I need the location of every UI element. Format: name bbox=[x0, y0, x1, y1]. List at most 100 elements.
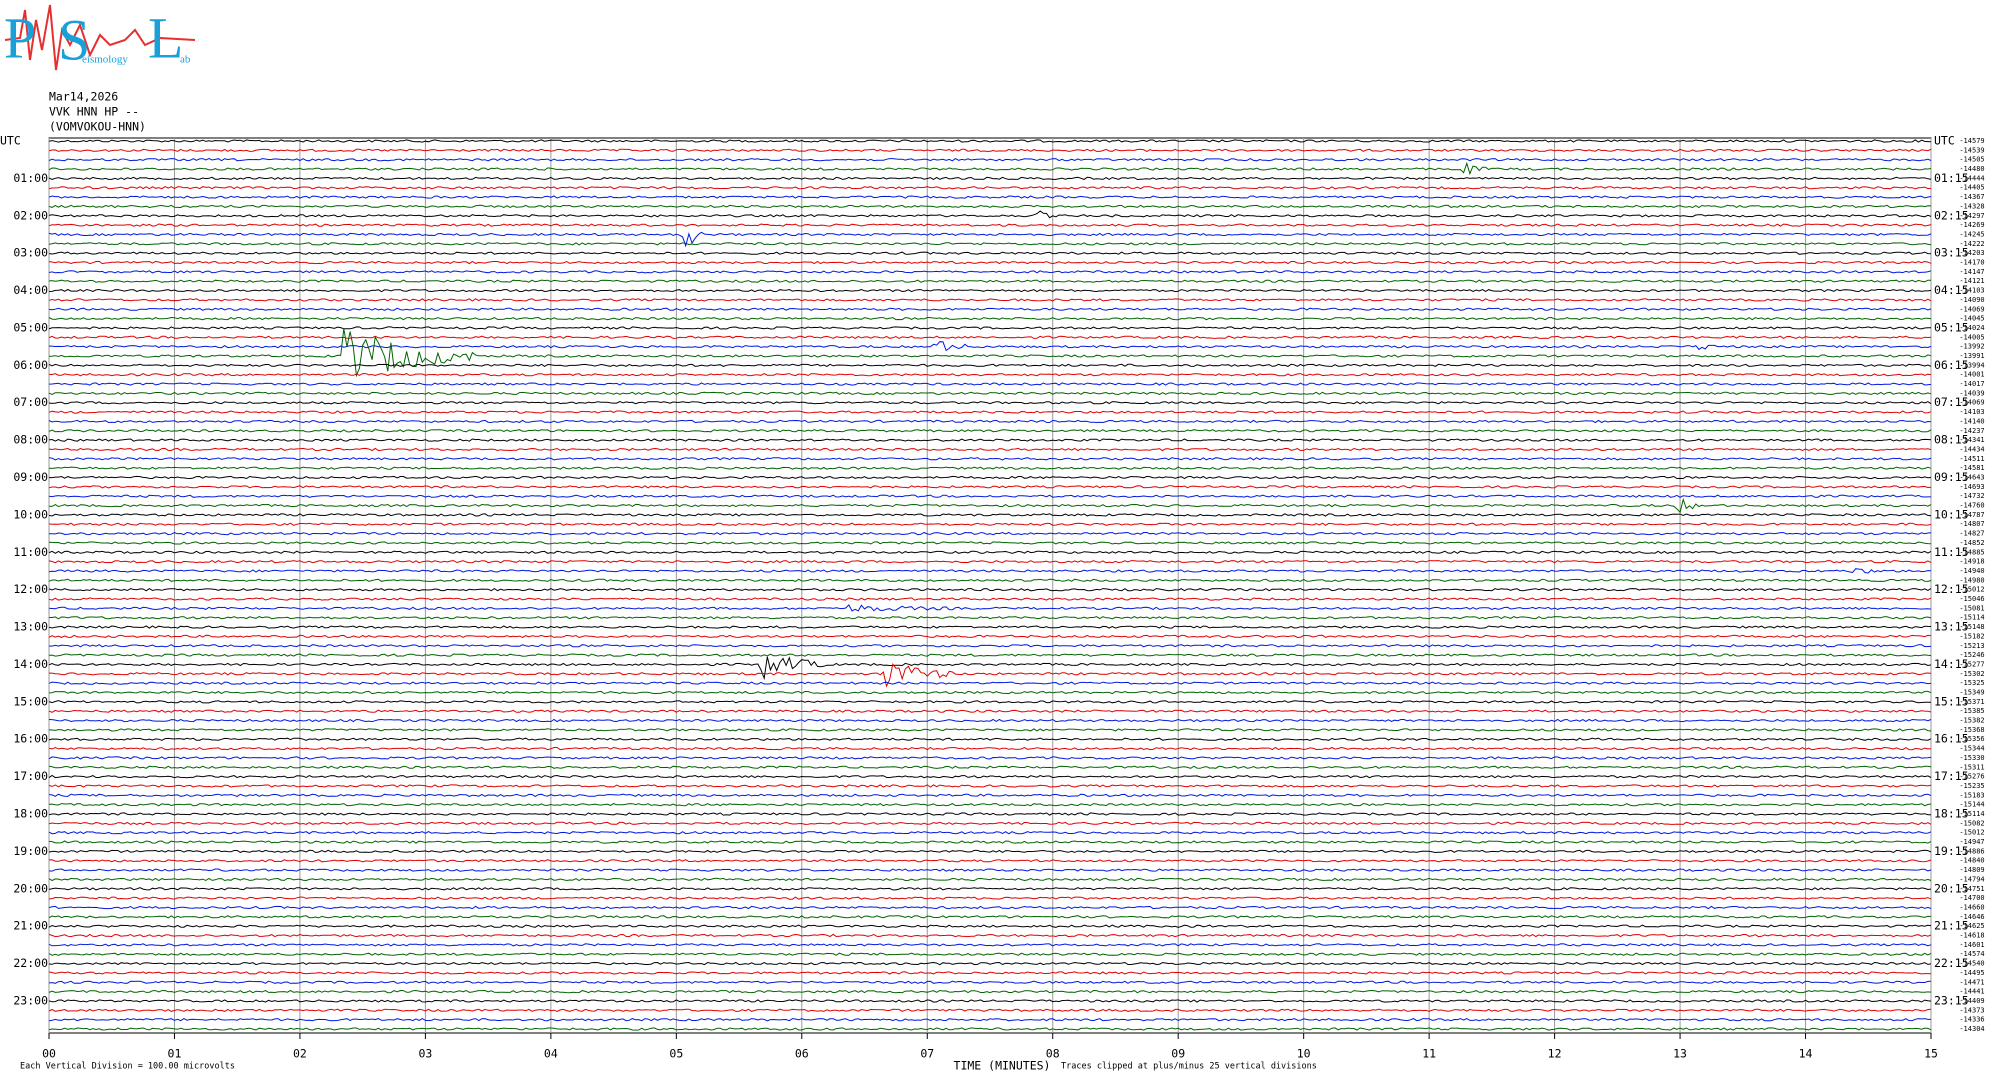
row-offset: -14579 bbox=[1959, 137, 1984, 145]
row-offset: -14886 bbox=[1959, 847, 1984, 855]
row-offset: -14732 bbox=[1959, 492, 1984, 500]
hour-label-left: 13:00 bbox=[13, 620, 48, 634]
trace bbox=[48, 1018, 1931, 1022]
row-offset: -14170 bbox=[1959, 259, 1984, 267]
row-offset: -15182 bbox=[1959, 632, 1984, 640]
trace bbox=[48, 242, 1932, 246]
trace bbox=[48, 924, 1932, 928]
row-offset: -14434 bbox=[1959, 445, 1984, 453]
row-offset: -14885 bbox=[1959, 548, 1984, 556]
trace bbox=[48, 625, 1932, 629]
hour-label-right: 07:15 bbox=[1934, 395, 1969, 409]
hour-label-left: 11:00 bbox=[13, 545, 48, 559]
trace bbox=[48, 326, 1931, 330]
trace bbox=[48, 896, 1932, 900]
row-offset: -15046 bbox=[1959, 595, 1984, 603]
trace bbox=[48, 765, 1932, 769]
trace bbox=[48, 812, 1931, 816]
row-offset: -14840 bbox=[1959, 857, 1984, 865]
row-offset: -14090 bbox=[1959, 296, 1984, 304]
hour-label-left: 15:00 bbox=[13, 694, 48, 708]
row-offset: -14103 bbox=[1959, 408, 1984, 416]
hour-label-left: 04:00 bbox=[13, 283, 48, 297]
row-offset: -15382 bbox=[1959, 717, 1984, 725]
row-offset: -14222 bbox=[1959, 240, 1984, 248]
row-offset: -14024 bbox=[1959, 324, 1984, 332]
row-offset: -14646 bbox=[1959, 913, 1984, 921]
trace bbox=[48, 568, 1932, 574]
row-offset: -14505 bbox=[1959, 156, 1984, 164]
trace bbox=[48, 429, 1932, 433]
trace bbox=[48, 494, 1931, 498]
row-offset: -15385 bbox=[1959, 707, 1984, 715]
trace bbox=[48, 737, 1932, 741]
hour-label-left: 19:00 bbox=[13, 844, 48, 858]
hour-label-right: UTC bbox=[1934, 134, 1955, 148]
x-tick-label: 02 bbox=[293, 1047, 307, 1061]
trace bbox=[48, 980, 1932, 984]
trace bbox=[48, 746, 1932, 751]
x-tick-label: 01 bbox=[168, 1047, 182, 1061]
trace bbox=[49, 531, 1932, 536]
hour-label-right: 10:15 bbox=[1934, 507, 1969, 521]
trace bbox=[48, 139, 1932, 143]
logo-letter: P bbox=[4, 5, 36, 70]
trace bbox=[48, 204, 1932, 209]
row-offset: -14297 bbox=[1959, 212, 1984, 220]
trace bbox=[48, 419, 1932, 424]
row-offset: -14444 bbox=[1959, 174, 1984, 182]
trace bbox=[48, 438, 1932, 442]
trace bbox=[48, 307, 1932, 311]
hour-label-right: 12:15 bbox=[1934, 582, 1969, 596]
hour-label-right: 18:15 bbox=[1934, 807, 1969, 821]
trace bbox=[48, 270, 1932, 274]
station: VVK HNN HP -- bbox=[49, 105, 139, 119]
row-offset: -15012 bbox=[1959, 586, 1984, 594]
x-tick-label: 10 bbox=[1297, 1047, 1311, 1061]
hour-label-left: 03:00 bbox=[13, 246, 48, 260]
row-offset: -14809 bbox=[1959, 866, 1984, 874]
hour-label-right: 11:15 bbox=[1934, 545, 1969, 559]
trace bbox=[48, 410, 1932, 414]
row-offset: -14787 bbox=[1959, 511, 1984, 519]
site: (VOMVOKOU-HNN) bbox=[49, 120, 146, 134]
row-offset: -14367 bbox=[1959, 193, 1984, 201]
trace bbox=[48, 1008, 1932, 1012]
trace bbox=[48, 550, 1932, 554]
hour-label-left: 22:00 bbox=[13, 956, 48, 970]
row-offset: -15302 bbox=[1959, 670, 1984, 678]
x-tick-label: 11 bbox=[1422, 1047, 1436, 1061]
row-offset: -14539 bbox=[1959, 146, 1984, 154]
x-tick-label: 14 bbox=[1799, 1047, 1813, 1061]
row-offset: -15012 bbox=[1959, 829, 1984, 837]
hour-label-right: 20:15 bbox=[1934, 881, 1969, 895]
trace bbox=[48, 604, 1932, 612]
hour-label-right: 13:15 bbox=[1934, 620, 1969, 634]
hour-label-right: 09:15 bbox=[1934, 470, 1969, 484]
hour-label-right: 19:15 bbox=[1934, 844, 1969, 858]
trace bbox=[48, 877, 1932, 882]
trace bbox=[48, 849, 1932, 854]
x-tick-label: 12 bbox=[1548, 1047, 1562, 1061]
trace bbox=[48, 298, 1932, 302]
hour-label-right: 17:15 bbox=[1934, 769, 1969, 783]
row-offset: -14511 bbox=[1959, 455, 1984, 463]
trace bbox=[48, 933, 1932, 938]
row-offset: -14700 bbox=[1959, 894, 1984, 902]
row-offset: -14121 bbox=[1959, 277, 1984, 285]
row-offset: -14341 bbox=[1959, 436, 1984, 444]
row-offset: -13992 bbox=[1959, 343, 1984, 351]
row-offset: -15148 bbox=[1959, 623, 1984, 631]
row-offset: -14140 bbox=[1959, 417, 1984, 425]
hour-label-left: 09:00 bbox=[13, 470, 48, 484]
row-offset: -14237 bbox=[1959, 427, 1984, 435]
hour-label-right: 03:15 bbox=[1934, 246, 1969, 260]
trace bbox=[48, 559, 1932, 564]
trace bbox=[48, 597, 1932, 601]
hour-label-right: 04:15 bbox=[1934, 283, 1969, 297]
trace bbox=[48, 656, 1932, 681]
hour-label-right: 06:15 bbox=[1934, 358, 1969, 372]
trace bbox=[48, 401, 1932, 405]
hour-label-left: UTC bbox=[0, 134, 21, 148]
x-axis-title: TIME (MINUTES) bbox=[954, 1059, 1051, 1073]
